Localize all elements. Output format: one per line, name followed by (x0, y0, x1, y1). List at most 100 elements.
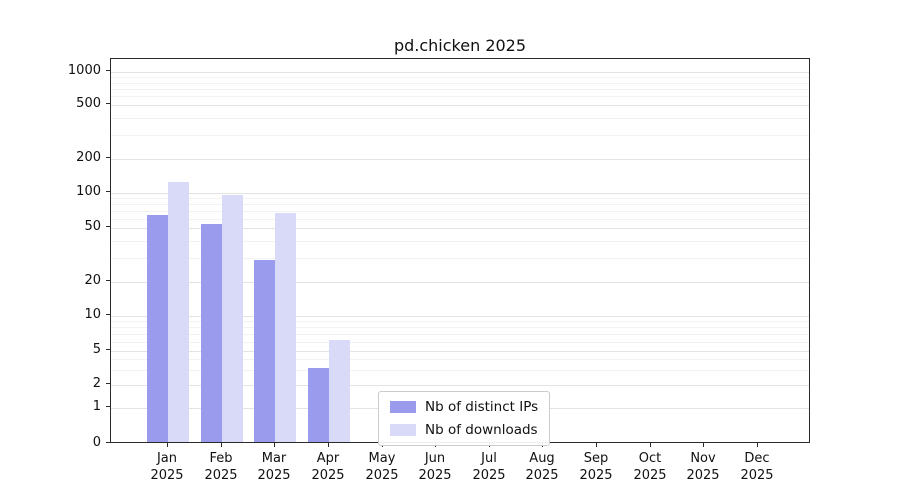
x-tick-label: Sep 2025 (564, 450, 628, 484)
x-tick-mark (274, 443, 275, 447)
gridline-minor (111, 96, 809, 97)
gridline-minor (111, 334, 809, 335)
x-tick-month: Jan (156, 451, 178, 466)
gridline-minor (111, 327, 809, 328)
x-tick-year: 2025 (686, 468, 720, 483)
x-tick-mark (703, 443, 704, 447)
x-tick-label: Feb 2025 (189, 450, 253, 484)
gridline-major (111, 193, 809, 194)
x-tick-month: Aug (529, 451, 555, 466)
x-tick-mark (650, 443, 651, 447)
x-tick-year: 2025 (365, 468, 399, 483)
y-tick-label: 1000 (67, 63, 101, 78)
y-tick-label: 20 (84, 273, 101, 288)
x-tick-label: Aug 2025 (510, 450, 574, 484)
bars-layer (111, 59, 809, 442)
y-tick-label: 2 (92, 376, 101, 391)
x-tick-month: Sep (583, 451, 609, 466)
gridline-minor (111, 204, 809, 205)
gridline-major (111, 316, 809, 317)
x-tick-year: 2025 (418, 468, 452, 483)
bar-distinct-ips-apr (308, 368, 329, 442)
y-tick-label: 1 (92, 399, 101, 414)
y-tick-mark (106, 70, 110, 71)
x-tick-label: Dec 2025 (725, 450, 789, 484)
y-tick-label: 5 (92, 342, 101, 357)
gridline-minor (111, 258, 809, 259)
x-tick-month: Mar (261, 451, 287, 466)
gridline-major (111, 351, 809, 352)
x-tick-label: Oct 2025 (618, 450, 682, 484)
gridline-minor (111, 198, 809, 199)
x-tick-label: Jul 2025 (457, 450, 521, 484)
x-tick-mark (596, 443, 597, 447)
y-tick-mark (106, 226, 110, 227)
gridline-minor (111, 89, 809, 90)
x-tick-month: Feb (209, 451, 233, 466)
gridline-major (111, 105, 809, 106)
x-tick-mark (328, 443, 329, 447)
gridline-major (111, 282, 809, 283)
y-tick-mark (106, 157, 110, 158)
x-tick-mark (221, 443, 222, 447)
y-tick-label: 50 (84, 219, 101, 234)
y-tick-mark (106, 383, 110, 384)
gridline-minor (111, 219, 809, 220)
bar-distinct-ips-mar (254, 260, 275, 442)
x-tick-year: 2025 (472, 468, 506, 483)
gridline-minor (111, 135, 809, 136)
legend-item-distinct-ips: Nb of distinct IPs (390, 399, 538, 415)
gridline-major (111, 159, 809, 160)
y-tick-mark (106, 442, 110, 443)
bar-downloads-apr (329, 340, 350, 442)
gridline-minor (111, 321, 809, 322)
x-tick-label: Jun 2025 (403, 450, 467, 484)
x-tick-label: Apr 2025 (296, 450, 360, 484)
legend-swatch-downloads (390, 424, 416, 436)
gridline-minor (111, 77, 809, 78)
chart-title: pd.chicken 2025 (393, 36, 527, 55)
y-tick-mark (106, 191, 110, 192)
x-tick-month: Apr (316, 451, 340, 466)
legend-label-downloads: Nb of downloads (425, 422, 538, 438)
gridline-major (111, 72, 809, 73)
y-tick-label: 200 (76, 150, 101, 165)
bar-downloads-mar (275, 213, 296, 442)
gridline-major (111, 385, 809, 386)
y-tick-mark (106, 314, 110, 315)
x-tick-month: May (368, 451, 396, 466)
x-tick-year: 2025 (633, 468, 667, 483)
x-tick-month: Oct (638, 451, 662, 466)
x-tick-label: Jan 2025 (135, 450, 199, 484)
gridline-minor (111, 211, 809, 212)
gridline-minor (111, 370, 809, 371)
gridline-minor (111, 118, 809, 119)
x-tick-month: Nov (690, 451, 716, 466)
x-tick-mark (757, 443, 758, 447)
gridline-minor (111, 83, 809, 84)
x-tick-year: 2025 (150, 468, 184, 483)
bar-distinct-ips-jan (147, 215, 168, 442)
x-tick-year: 2025 (579, 468, 613, 483)
y-tick-label: 10 (84, 307, 101, 322)
gridline-major (111, 228, 809, 229)
x-tick-year: 2025 (525, 468, 559, 483)
x-tick-month: Jun (424, 451, 446, 466)
x-tick-label: May 2025 (350, 450, 414, 484)
x-tick-year: 2025 (740, 468, 774, 483)
bar-downloads-feb (222, 195, 243, 442)
x-tick-month: Jul (481, 451, 497, 466)
legend: Nb of distinct IPs Nb of downloads (378, 391, 551, 446)
x-tick-mark (167, 443, 168, 447)
bar-distinct-ips-feb (201, 224, 222, 442)
gridline-minor (111, 241, 809, 242)
gridline-minor (111, 342, 809, 343)
x-tick-year: 2025 (204, 468, 238, 483)
y-tick-mark (106, 280, 110, 281)
y-tick-mark (106, 406, 110, 407)
x-tick-year: 2025 (257, 468, 291, 483)
y-tick-mark (106, 349, 110, 350)
x-tick-label: Mar 2025 (242, 450, 306, 484)
legend-label-distinct-ips: Nb of distinct IPs (425, 399, 539, 415)
